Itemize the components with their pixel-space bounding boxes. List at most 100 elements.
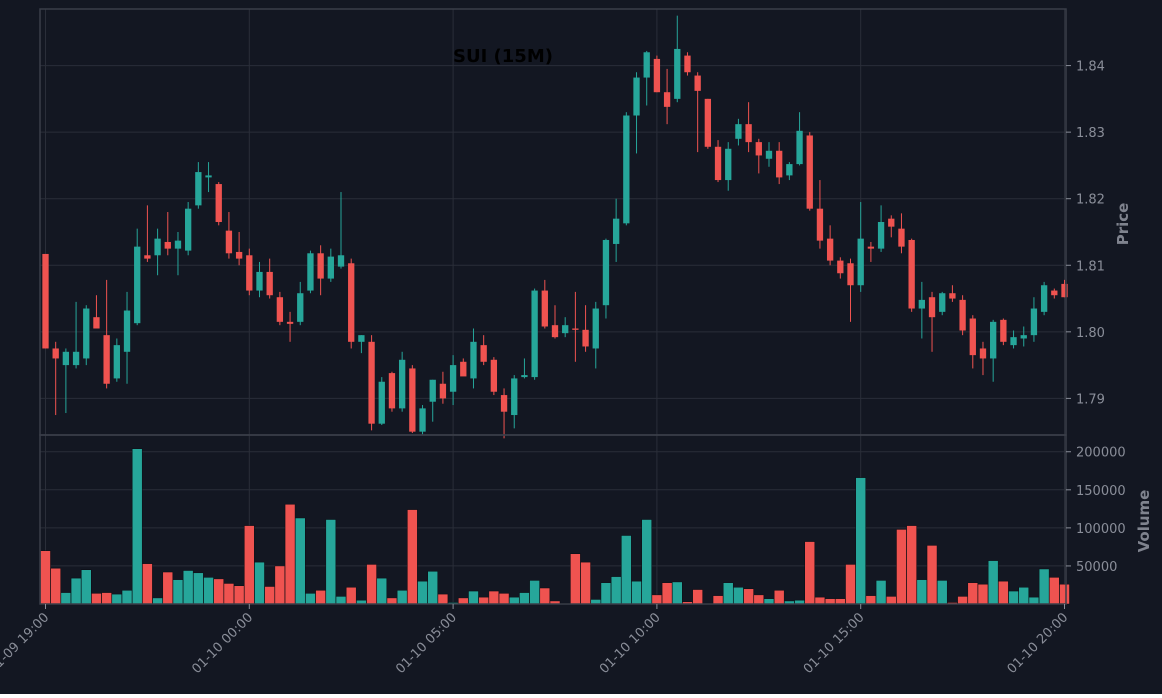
volume-bar bbox=[254, 561, 265, 605]
candle-body bbox=[949, 293, 956, 299]
candle-body bbox=[562, 325, 569, 334]
candle-body bbox=[93, 317, 100, 329]
volume-bar bbox=[50, 567, 61, 605]
candle-body bbox=[959, 299, 966, 331]
candle-body bbox=[480, 345, 487, 362]
candle-body bbox=[1051, 290, 1058, 296]
volume-bar bbox=[712, 595, 724, 605]
volume-bar bbox=[437, 593, 449, 605]
candle-body bbox=[256, 271, 263, 291]
price-tick-label: 1.83 bbox=[1076, 126, 1105, 141]
candle-body bbox=[714, 146, 722, 181]
candle-body bbox=[694, 75, 701, 91]
volume-bar bbox=[468, 590, 479, 605]
volume-bar bbox=[213, 578, 224, 605]
candle-body bbox=[663, 92, 671, 107]
volume-bar bbox=[529, 580, 540, 605]
candle-body bbox=[653, 58, 661, 93]
volume-bar bbox=[987, 560, 999, 605]
price-tick-label: 1.82 bbox=[1076, 193, 1105, 208]
frame-layer bbox=[39, 8, 1067, 605]
candle-body bbox=[745, 124, 752, 143]
volume-bar bbox=[427, 571, 438, 605]
candle-body bbox=[877, 222, 885, 249]
candle-body bbox=[388, 373, 396, 409]
candle-body bbox=[969, 318, 976, 356]
volume-bar bbox=[631, 580, 642, 605]
volume-bar bbox=[335, 596, 347, 605]
volume-bar bbox=[142, 563, 153, 605]
candle-body bbox=[205, 175, 212, 178]
candle-body bbox=[837, 260, 844, 274]
volume-bar bbox=[916, 579, 928, 605]
volume-bar bbox=[753, 594, 765, 605]
candle-body bbox=[816, 208, 824, 241]
volume-bar bbox=[131, 448, 143, 605]
volume-bar bbox=[926, 545, 938, 605]
volume-bar bbox=[162, 571, 174, 605]
volume-bar bbox=[743, 588, 754, 605]
candle-body bbox=[317, 253, 324, 279]
candle-body bbox=[113, 345, 120, 379]
candle-body bbox=[847, 263, 854, 286]
volume-bar bbox=[570, 553, 581, 605]
candle-body bbox=[398, 359, 406, 409]
candle-body bbox=[521, 375, 528, 378]
candle-body bbox=[62, 351, 70, 366]
volume-bar bbox=[651, 594, 663, 605]
price-axis-label: Price bbox=[1114, 203, 1132, 246]
volume-bar bbox=[172, 579, 184, 605]
candle-body bbox=[1061, 283, 1068, 298]
volume-layer bbox=[40, 448, 1070, 605]
volume-bar bbox=[315, 590, 326, 605]
chart-title: SUI (15M) bbox=[453, 46, 553, 67]
volume-bar bbox=[773, 590, 785, 605]
volume-bar bbox=[998, 580, 1009, 605]
volume-axis-label: Volume bbox=[1135, 490, 1153, 553]
candle-body bbox=[327, 256, 334, 279]
candle-body bbox=[174, 240, 182, 249]
volume-bar bbox=[906, 525, 917, 605]
volume-bar bbox=[376, 577, 388, 605]
volume-bar bbox=[81, 569, 92, 605]
volume-bar bbox=[70, 577, 82, 605]
volume-bar bbox=[621, 535, 632, 605]
candle-body bbox=[602, 239, 610, 306]
candle-body bbox=[796, 130, 803, 165]
volume-bar bbox=[1059, 583, 1070, 605]
volume-bar bbox=[40, 550, 51, 605]
candle-body bbox=[531, 290, 538, 378]
volume-bar bbox=[396, 590, 408, 605]
volume-bar bbox=[508, 596, 520, 605]
candle-body bbox=[419, 408, 426, 432]
candle-body bbox=[368, 341, 375, 424]
volume-bar bbox=[182, 570, 194, 605]
candle-body bbox=[358, 335, 365, 342]
candle-body bbox=[42, 253, 49, 349]
candle-body bbox=[1010, 337, 1017, 346]
volume-bar bbox=[804, 541, 815, 605]
volume-bar bbox=[519, 592, 530, 605]
volume-bar bbox=[274, 565, 286, 605]
candle-body bbox=[276, 297, 284, 322]
volume-bar bbox=[600, 582, 612, 605]
candle-body bbox=[979, 348, 987, 359]
candle-body bbox=[888, 218, 895, 227]
candle-body bbox=[348, 263, 355, 342]
volume-bar bbox=[1038, 568, 1050, 605]
candle-body bbox=[52, 348, 59, 359]
candle-body bbox=[409, 368, 416, 432]
candle-body bbox=[164, 241, 171, 249]
candle-body bbox=[144, 255, 151, 259]
candle-body bbox=[684, 55, 691, 73]
candle-body bbox=[266, 271, 273, 296]
candle-body bbox=[643, 52, 650, 78]
candle-body bbox=[185, 208, 192, 251]
volume-bar bbox=[284, 504, 296, 605]
volume-bar bbox=[488, 590, 500, 605]
volume-bar bbox=[366, 564, 377, 605]
candle-body bbox=[592, 308, 599, 349]
volume-tick-label: 100000 bbox=[1076, 522, 1126, 537]
